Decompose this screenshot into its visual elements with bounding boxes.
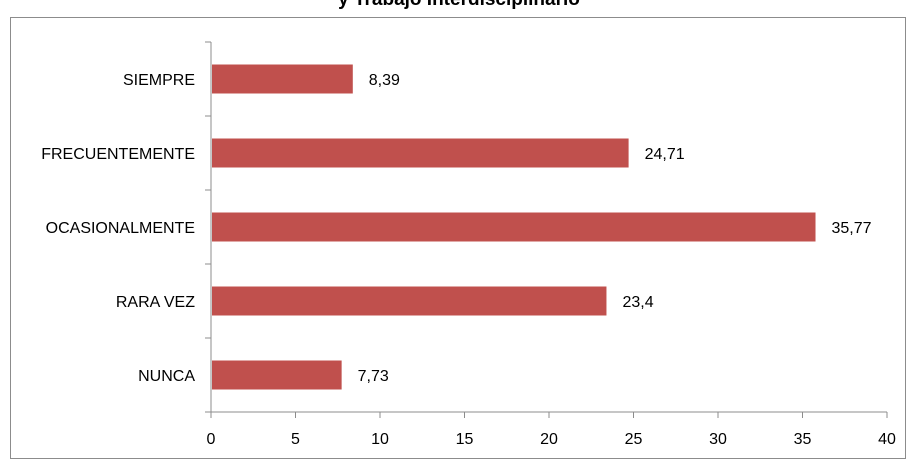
- axes: 0 5 10 15 20 25 30 35 40: [205, 41, 896, 448]
- labels: SIEMPRE 8,39 FRECUENTEMENTE 24,71 OCASIONALM…: [41, 72, 871, 385]
- category-label: SIEMPRE: [123, 72, 195, 89]
- category-label: RARA VEZ: [116, 294, 195, 311]
- bar-rara-vez: [212, 286, 607, 316]
- chart-frame: [10, 17, 906, 459]
- x-tick-label: 35: [794, 431, 812, 448]
- bar-nunca: [212, 360, 342, 390]
- category-label: FRECUENTEMENTE: [41, 146, 195, 163]
- data-label: 24,71: [645, 146, 685, 163]
- data-label: 23,4: [622, 294, 653, 311]
- data-label: 7,73: [358, 368, 389, 385]
- bar-siempre: [212, 64, 353, 94]
- data-label: 8,39: [369, 72, 400, 89]
- x-tick-label: 10: [371, 431, 389, 448]
- x-tick-label: 40: [878, 431, 896, 448]
- x-tick-label: 0: [207, 431, 216, 448]
- category-label: OCASIONALMENTE: [46, 220, 195, 237]
- category-label: NUNCA: [138, 368, 195, 385]
- x-tick-label: 20: [540, 431, 558, 448]
- bar-frecuentemente: [212, 138, 629, 168]
- data-label: 35,77: [832, 220, 872, 237]
- x-tick-label: 5: [291, 431, 300, 448]
- x-tick-label: 30: [709, 431, 727, 448]
- bars: [212, 64, 816, 390]
- bar-ocasionalmente: [212, 212, 816, 242]
- chart-title: y Trabajo Interdisciplinario: [0, 0, 918, 12]
- x-tick-label: 15: [456, 431, 474, 448]
- x-tick-label: 25: [625, 431, 643, 448]
